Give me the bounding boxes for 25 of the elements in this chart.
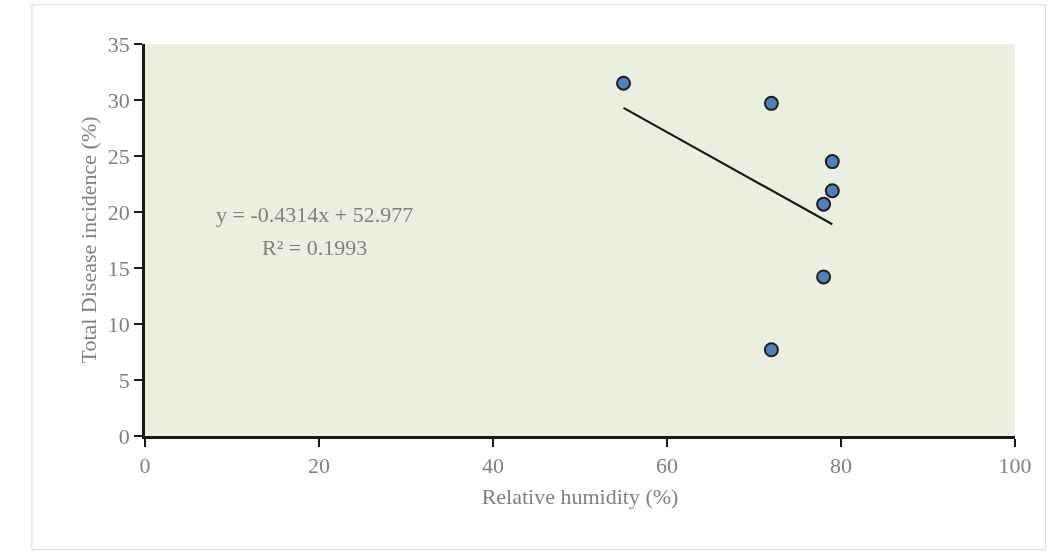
- x-tick-label: 100: [998, 453, 1032, 479]
- x-tick-label: 20: [308, 453, 330, 479]
- y-tick-label: 5: [118, 367, 130, 393]
- point: [824, 154, 840, 170]
- x-tick-label: 60: [656, 453, 678, 479]
- point: [763, 95, 779, 111]
- point: [824, 183, 840, 199]
- y-tick-label: 10: [107, 311, 130, 337]
- point: [763, 342, 779, 358]
- y-tick-label: 20: [107, 199, 130, 225]
- annotation: R² = 0.1993: [262, 235, 368, 260]
- y-tick-label: 15: [107, 255, 130, 281]
- x-axis-title: Relative humidity (%): [481, 484, 679, 510]
- point: [816, 269, 832, 285]
- y-tick-label: 25: [107, 143, 130, 169]
- x-tick-label: 0: [139, 453, 151, 479]
- point: [816, 196, 832, 212]
- y-tick-label: 35: [107, 31, 130, 57]
- x-tick-label: 40: [482, 453, 504, 479]
- y-tick-label: 30: [107, 87, 130, 113]
- x-tick-label: 80: [830, 453, 852, 479]
- y-axis-title: Total Disease incidence (%): [75, 116, 101, 364]
- point: [616, 75, 631, 91]
- y-tick-label: 0: [118, 423, 130, 449]
- annotation: y = -0.4314x + 52.977: [216, 202, 414, 227]
